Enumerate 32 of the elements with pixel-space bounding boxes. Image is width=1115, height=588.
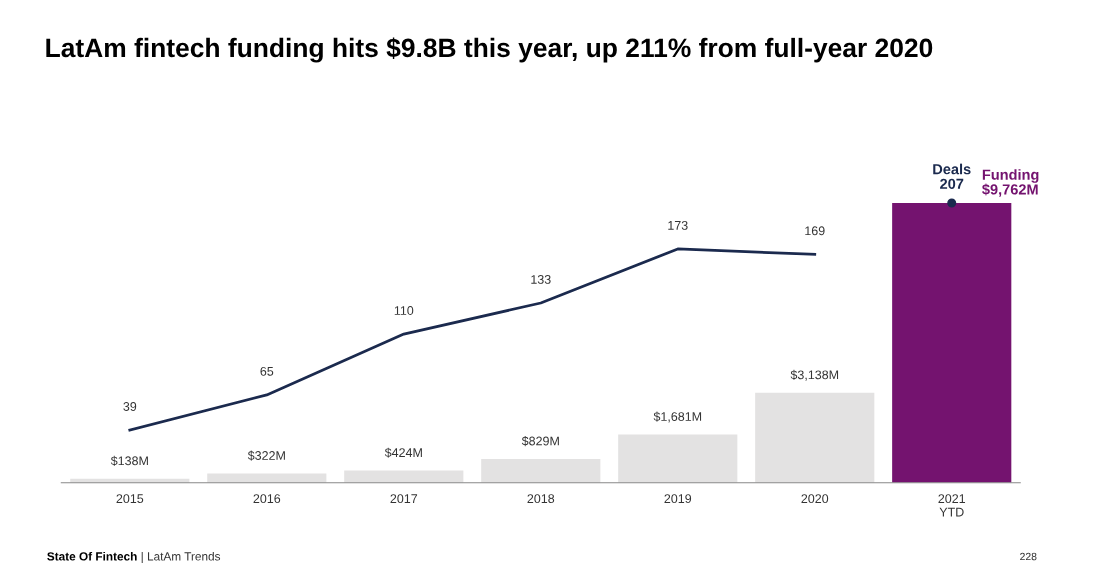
x-tick-label: 2021 YTD (938, 494, 966, 517)
series-label: Funding (982, 169, 1039, 183)
data-label: $9,762M (982, 183, 1038, 197)
data-label: $1,681M (653, 411, 702, 423)
data-label: 65 (260, 366, 274, 376)
text: State Of Fintech (47, 551, 137, 561)
data-label: 133 (531, 275, 551, 284)
data-label: $322M (247, 450, 285, 461)
bar (755, 392, 875, 483)
x-tick-label: 2017 (390, 494, 418, 504)
data-label: $424M (384, 447, 422, 458)
x-tick-label: 2016 (253, 494, 281, 504)
x-tick-label: 2019 (664, 494, 692, 504)
text: | LatAm Trends (141, 551, 221, 563)
x-tick-label: 2015 (116, 494, 144, 504)
x-tick-label: 2020 (801, 494, 829, 504)
data-label: 207 (940, 178, 964, 190)
chart-title: LatAm fintech funding hits $9.8B this year, up 211% from full-year 2020 (46, 37, 933, 63)
bar (892, 203, 1012, 483)
text: 228 (1020, 552, 1037, 561)
data-label: 169 (805, 226, 825, 236)
data-label: $829M (521, 436, 559, 447)
data-label: 173 (668, 220, 688, 230)
data-label: 110 (394, 306, 414, 315)
data-label: $3,138M (790, 369, 839, 381)
bar (618, 434, 738, 483)
text: Deals (933, 163, 971, 175)
bar (481, 458, 601, 483)
data-label: $138M (110, 455, 148, 466)
data-label: 39 (123, 402, 137, 411)
x-tick-label: 2018 (527, 494, 555, 504)
bar (344, 470, 464, 483)
